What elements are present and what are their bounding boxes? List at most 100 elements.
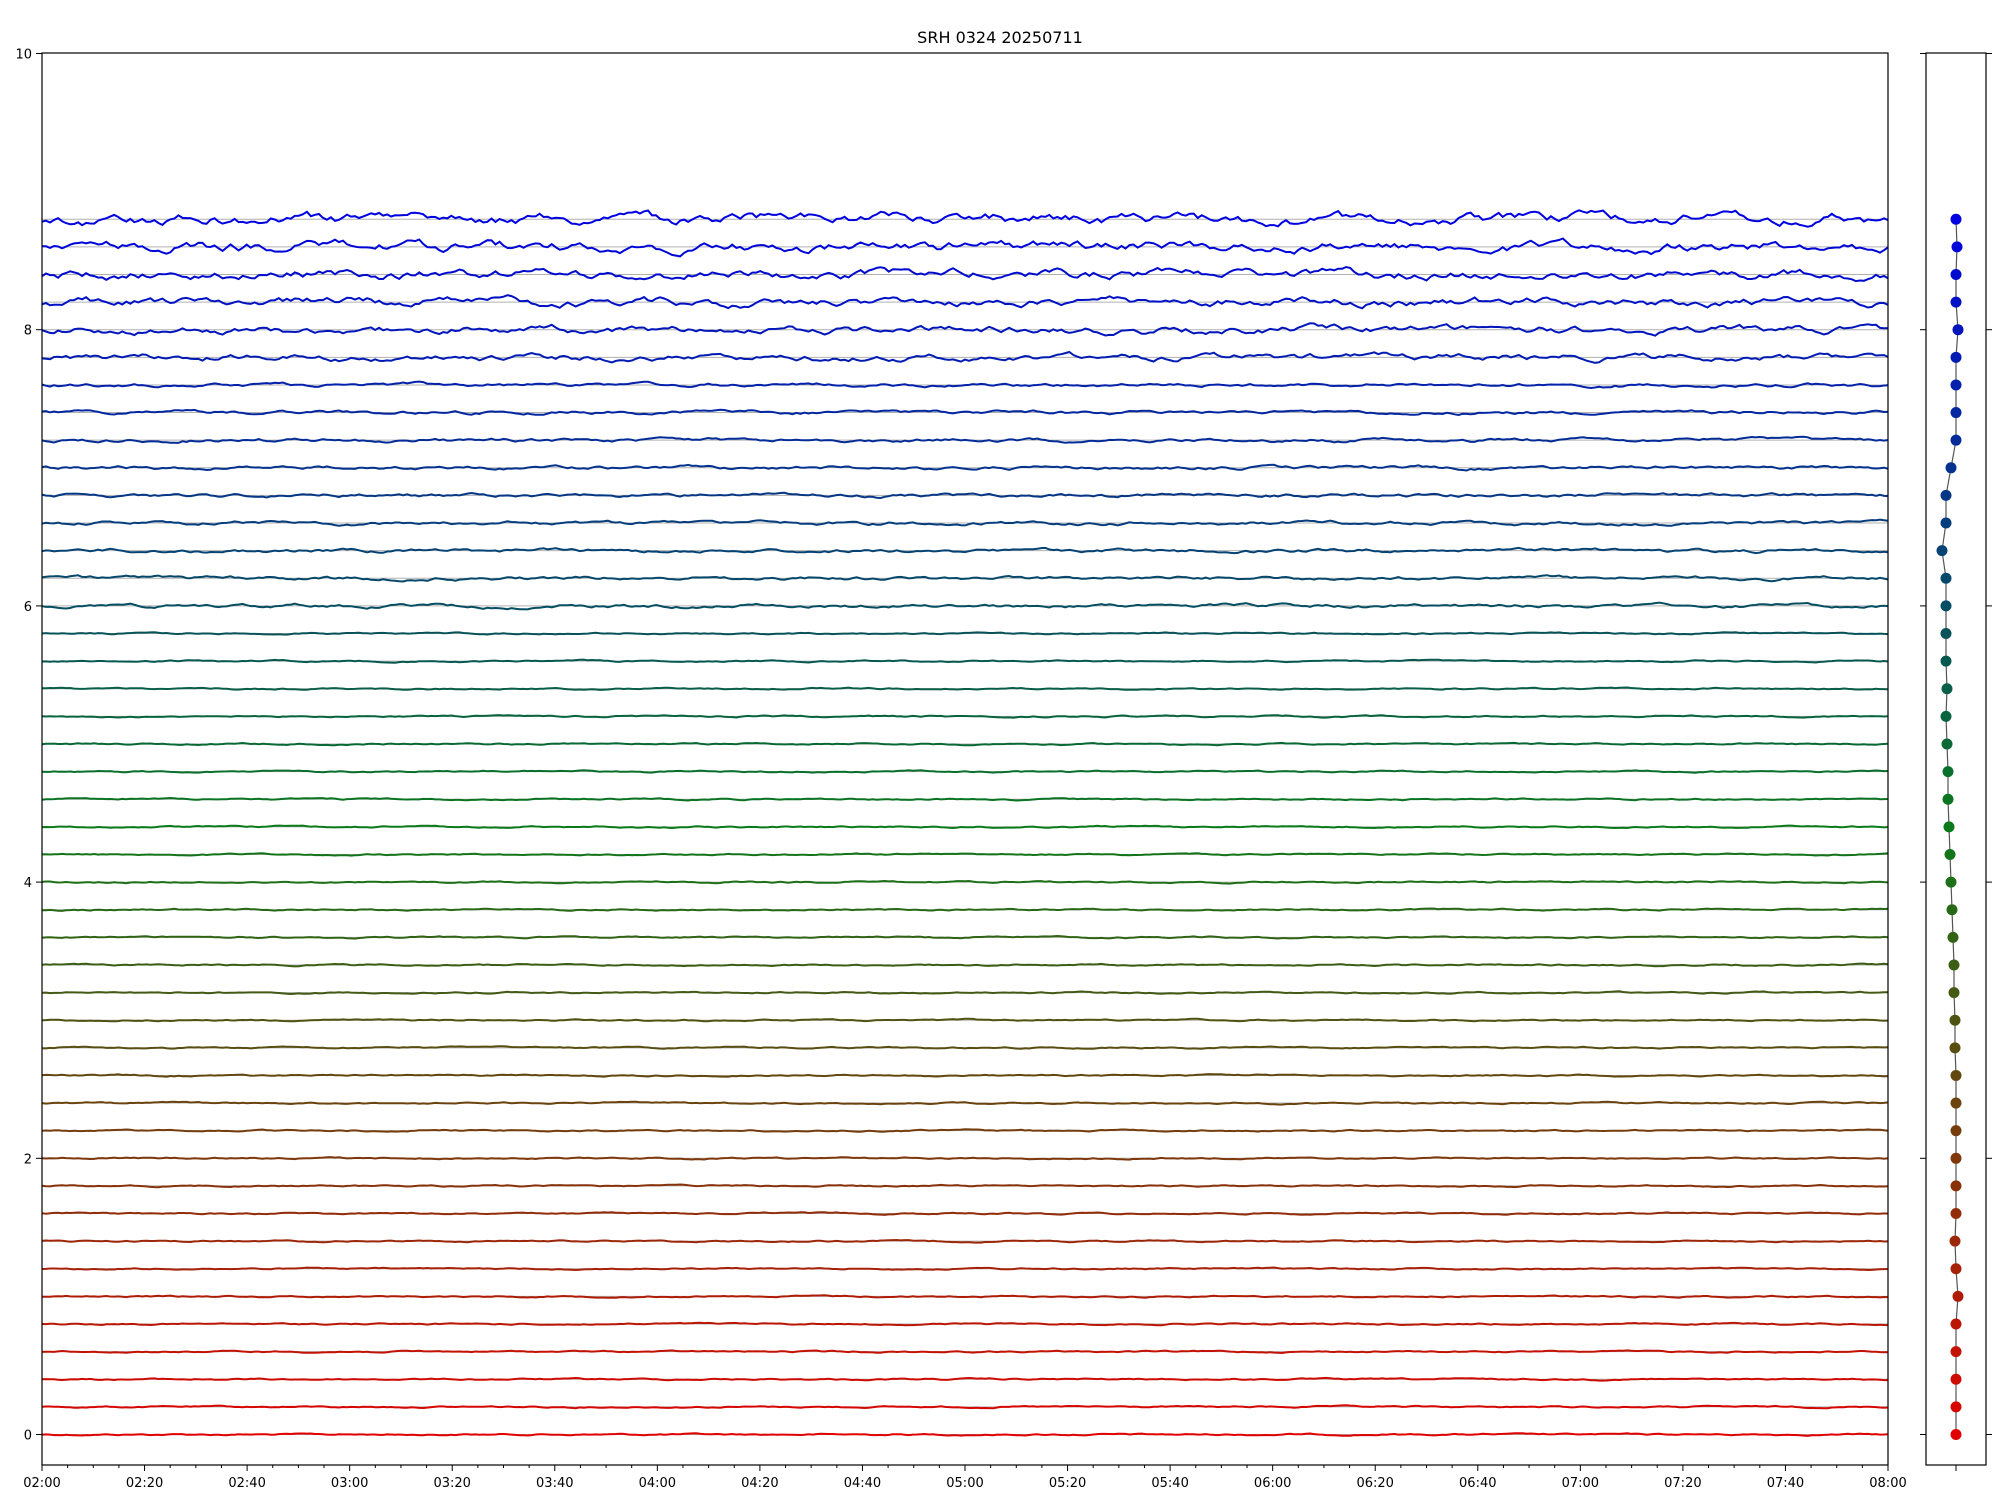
x-tick-label: 06:40 xyxy=(1459,1476,1496,1491)
side-panel-point xyxy=(1949,1235,1961,1247)
side-panel-point xyxy=(1940,710,1952,722)
x-tick-label: 02:00 xyxy=(23,1476,60,1491)
side-panel-point xyxy=(1950,268,1962,280)
side-panel-point xyxy=(1950,1318,1962,1330)
trace-line xyxy=(41,1376,1888,1382)
trace-line xyxy=(41,1073,1889,1078)
trace-line xyxy=(41,1156,1889,1161)
trace-line xyxy=(41,962,1889,968)
side-panel-point xyxy=(1949,1042,1961,1054)
y-tick-label: 6 xyxy=(24,600,32,615)
trace-line xyxy=(41,463,1889,472)
trace-line xyxy=(41,322,1889,337)
x-tick-label: 03:00 xyxy=(331,1476,368,1491)
side-panel-point xyxy=(1950,1401,1962,1413)
side-panel-point xyxy=(1952,324,1964,336)
x-tick-label: 06:20 xyxy=(1356,1476,1393,1491)
trace-line xyxy=(41,1432,1889,1437)
x-tick-label: 04:40 xyxy=(844,1476,881,1491)
side-panel-point xyxy=(1950,351,1962,363)
x-tick-label: 06:00 xyxy=(1254,1476,1291,1491)
trace-line xyxy=(41,350,1889,364)
trace-line xyxy=(41,1349,1889,1355)
side-panel-point xyxy=(1941,683,1953,695)
x-axis-ticks: 02:00 02:20 02:40 03:00 03:20 03:40 04:00 04:20… xyxy=(23,1465,1907,1491)
y-tick-label: 4 xyxy=(24,876,32,891)
trace-line xyxy=(41,934,1889,940)
trace-line xyxy=(41,824,1889,830)
x-tick-label: 05:40 xyxy=(1151,1476,1188,1491)
side-panel-point xyxy=(1942,793,1954,805)
side-panel-point xyxy=(1940,628,1952,640)
side-panel-point xyxy=(1945,876,1957,888)
trace-line xyxy=(41,1294,1889,1299)
side-panel-point xyxy=(1936,545,1948,557)
side-panel-point xyxy=(1950,379,1962,391)
side-panel-point xyxy=(1950,434,1962,446)
side-panel-point xyxy=(1948,987,1960,999)
side-panel-point xyxy=(1950,213,1962,225)
trace-line xyxy=(41,1266,1889,1272)
side-panel-point xyxy=(1948,959,1960,971)
trace-line xyxy=(41,686,1889,691)
side-panel-point xyxy=(1944,848,1956,860)
trace-line xyxy=(41,408,1889,417)
x-tick-label: 04:20 xyxy=(741,1476,778,1491)
trace-line xyxy=(41,990,1889,996)
y-tick-label: 2 xyxy=(24,1152,32,1167)
trace-line xyxy=(41,518,1889,527)
side-panel-point xyxy=(1950,1373,1962,1385)
y-tick-label: 0 xyxy=(24,1429,32,1444)
trace-line xyxy=(41,852,1889,857)
trace-line xyxy=(41,435,1889,444)
side-panel-point xyxy=(1950,1263,1962,1275)
trace-line xyxy=(41,1128,1889,1133)
side-panel-point xyxy=(1950,1125,1962,1137)
side-panel-point xyxy=(1950,1097,1962,1109)
trace-line xyxy=(41,209,1889,228)
side-panel-point xyxy=(1950,1429,1962,1440)
trace-line xyxy=(41,237,1889,258)
side-panel-point xyxy=(1940,572,1952,584)
trace-line xyxy=(41,1238,1889,1244)
trace-line xyxy=(41,1211,1889,1216)
side-panel-point xyxy=(1950,296,1962,308)
trace-line xyxy=(41,1404,1889,1410)
trace-line xyxy=(41,601,1889,611)
y-tick-label: 10 xyxy=(15,48,32,63)
side-panel-point xyxy=(1950,1346,1962,1358)
trace-line xyxy=(41,380,1889,390)
side-panel-point xyxy=(1940,655,1952,667)
side-panel-point xyxy=(1950,1180,1962,1192)
y-axis-ticks: 0 2 4 6 8 10 xyxy=(15,48,42,1444)
trace-line xyxy=(41,294,1889,310)
x-tick-label: 03:20 xyxy=(433,1476,470,1491)
x-tick-label: 07:40 xyxy=(1767,1476,1804,1491)
trace-line xyxy=(41,574,1889,583)
side-panel-point xyxy=(1943,821,1955,833)
x-tick-label: 02:20 xyxy=(126,1476,163,1491)
side-panel-point xyxy=(1950,1208,1962,1220)
side-panel-point xyxy=(1950,1152,1962,1164)
trace-line xyxy=(41,658,1889,664)
side-panel-point xyxy=(1951,241,1963,253)
x-tick-label: 04:00 xyxy=(639,1476,676,1491)
x-tick-label: 03:40 xyxy=(536,1476,573,1491)
x-tick-label: 07:00 xyxy=(1562,1476,1599,1491)
trace-line xyxy=(41,769,1889,774)
trace-line xyxy=(41,714,1889,719)
trace-line xyxy=(42,907,1889,912)
plot-frame xyxy=(41,52,1889,1466)
x-tick-label: 07:20 xyxy=(1664,1476,1701,1491)
trace-line xyxy=(41,1321,1889,1327)
side-panel-point xyxy=(1949,1014,1961,1026)
side-panel-point xyxy=(1940,517,1952,529)
trace-line xyxy=(41,1100,1889,1106)
side-panel-point xyxy=(1945,462,1957,474)
side-panel xyxy=(1920,52,1992,1471)
side-panel-point xyxy=(1950,1069,1962,1081)
side-panel-point xyxy=(1941,738,1953,750)
y-tick-label: 8 xyxy=(24,324,32,339)
trace-line xyxy=(41,631,1889,636)
